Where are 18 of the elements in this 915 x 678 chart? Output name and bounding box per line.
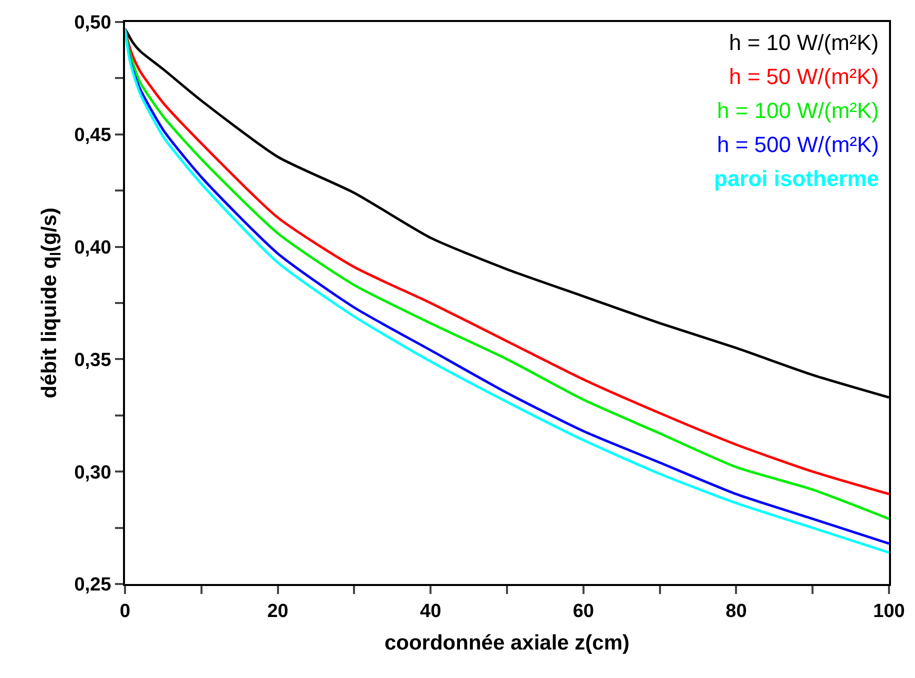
text: h = 100 W/(m²K) xyxy=(717,98,879,123)
text: h = 500 W/(m²K) xyxy=(717,132,879,157)
y-tick-label: 0,25 xyxy=(74,574,112,596)
x-tick-label: 80 xyxy=(726,600,747,622)
text: h = 50 W/(m²K) xyxy=(729,64,879,89)
x-tick-label: 60 xyxy=(572,600,594,622)
y-tick-label: 0,40 xyxy=(74,237,112,258)
x-tick-label: 100 xyxy=(873,600,905,622)
x-tick-label: 20 xyxy=(267,600,288,622)
y-tick-label: 0,35 xyxy=(74,350,112,371)
text: h = 10 W/(m²K) xyxy=(729,30,879,55)
y-tick-label: 0,30 xyxy=(74,462,112,484)
y-tick-label: 0,45 xyxy=(74,125,112,146)
y-tick-label: 0,50 xyxy=(74,12,112,34)
x-tick-label: 0 xyxy=(120,600,130,622)
x-tick-label: 40 xyxy=(420,600,442,622)
x-axis-title: coordonnée axiale z(cm) xyxy=(384,632,630,654)
text: paroi isotherme xyxy=(714,166,880,191)
